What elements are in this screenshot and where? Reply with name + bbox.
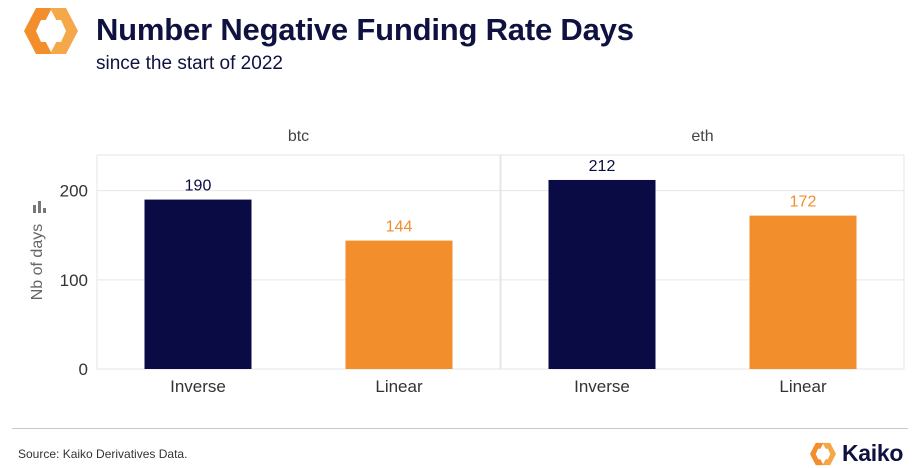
data-label-eth-inverse: 212 bbox=[589, 158, 616, 175]
facet-label-eth: eth bbox=[691, 128, 713, 145]
bar-eth-inverse bbox=[548, 179, 656, 369]
y-axis-label: Nb of days bbox=[29, 224, 46, 300]
kaiko-small-logo-icon bbox=[810, 442, 836, 465]
axis-glyph-icon-part-2 bbox=[43, 208, 46, 213]
brand-name: Kaiko bbox=[842, 440, 904, 466]
brand-mark: Kaiko bbox=[808, 440, 903, 467]
footer-divider bbox=[12, 428, 908, 429]
bar-chart: Nb of days 0 100 200 btc 190 Inverse 144 Linear e… bbox=[29, 128, 905, 396]
kaiko-logo-icon bbox=[24, 8, 78, 54]
facet-label-btc: btc bbox=[288, 128, 309, 145]
bar-btc-linear bbox=[345, 240, 453, 369]
x-tick-label-eth-inverse: Inverse bbox=[574, 377, 630, 396]
y-tick-label-2: 200 bbox=[60, 182, 88, 201]
axis-glyph-icon-part-1 bbox=[38, 201, 41, 213]
data-label-eth-linear: 172 bbox=[790, 194, 817, 211]
x-tick-label-btc-inverse: Inverse bbox=[170, 377, 226, 396]
y-tick-label-0: 0 bbox=[79, 360, 88, 379]
bar-btc-inverse bbox=[144, 199, 252, 369]
chart-subtitle: since the start of 2022 bbox=[96, 53, 283, 74]
x-tick-label-btc-linear: Linear bbox=[375, 377, 423, 396]
data-label-btc-inverse: 190 bbox=[185, 178, 212, 195]
y-tick-label-1: 100 bbox=[60, 271, 88, 290]
axis-glyph-icon-part-0 bbox=[33, 205, 36, 213]
bar-eth-linear bbox=[749, 215, 857, 369]
source-note: Source: Kaiko Derivatives Data. bbox=[18, 447, 188, 461]
data-label-btc-linear: 144 bbox=[386, 219, 413, 236]
x-tick-label-eth-linear: Linear bbox=[779, 377, 827, 396]
chart-title: Number Negative Funding Rate Days bbox=[96, 12, 634, 47]
